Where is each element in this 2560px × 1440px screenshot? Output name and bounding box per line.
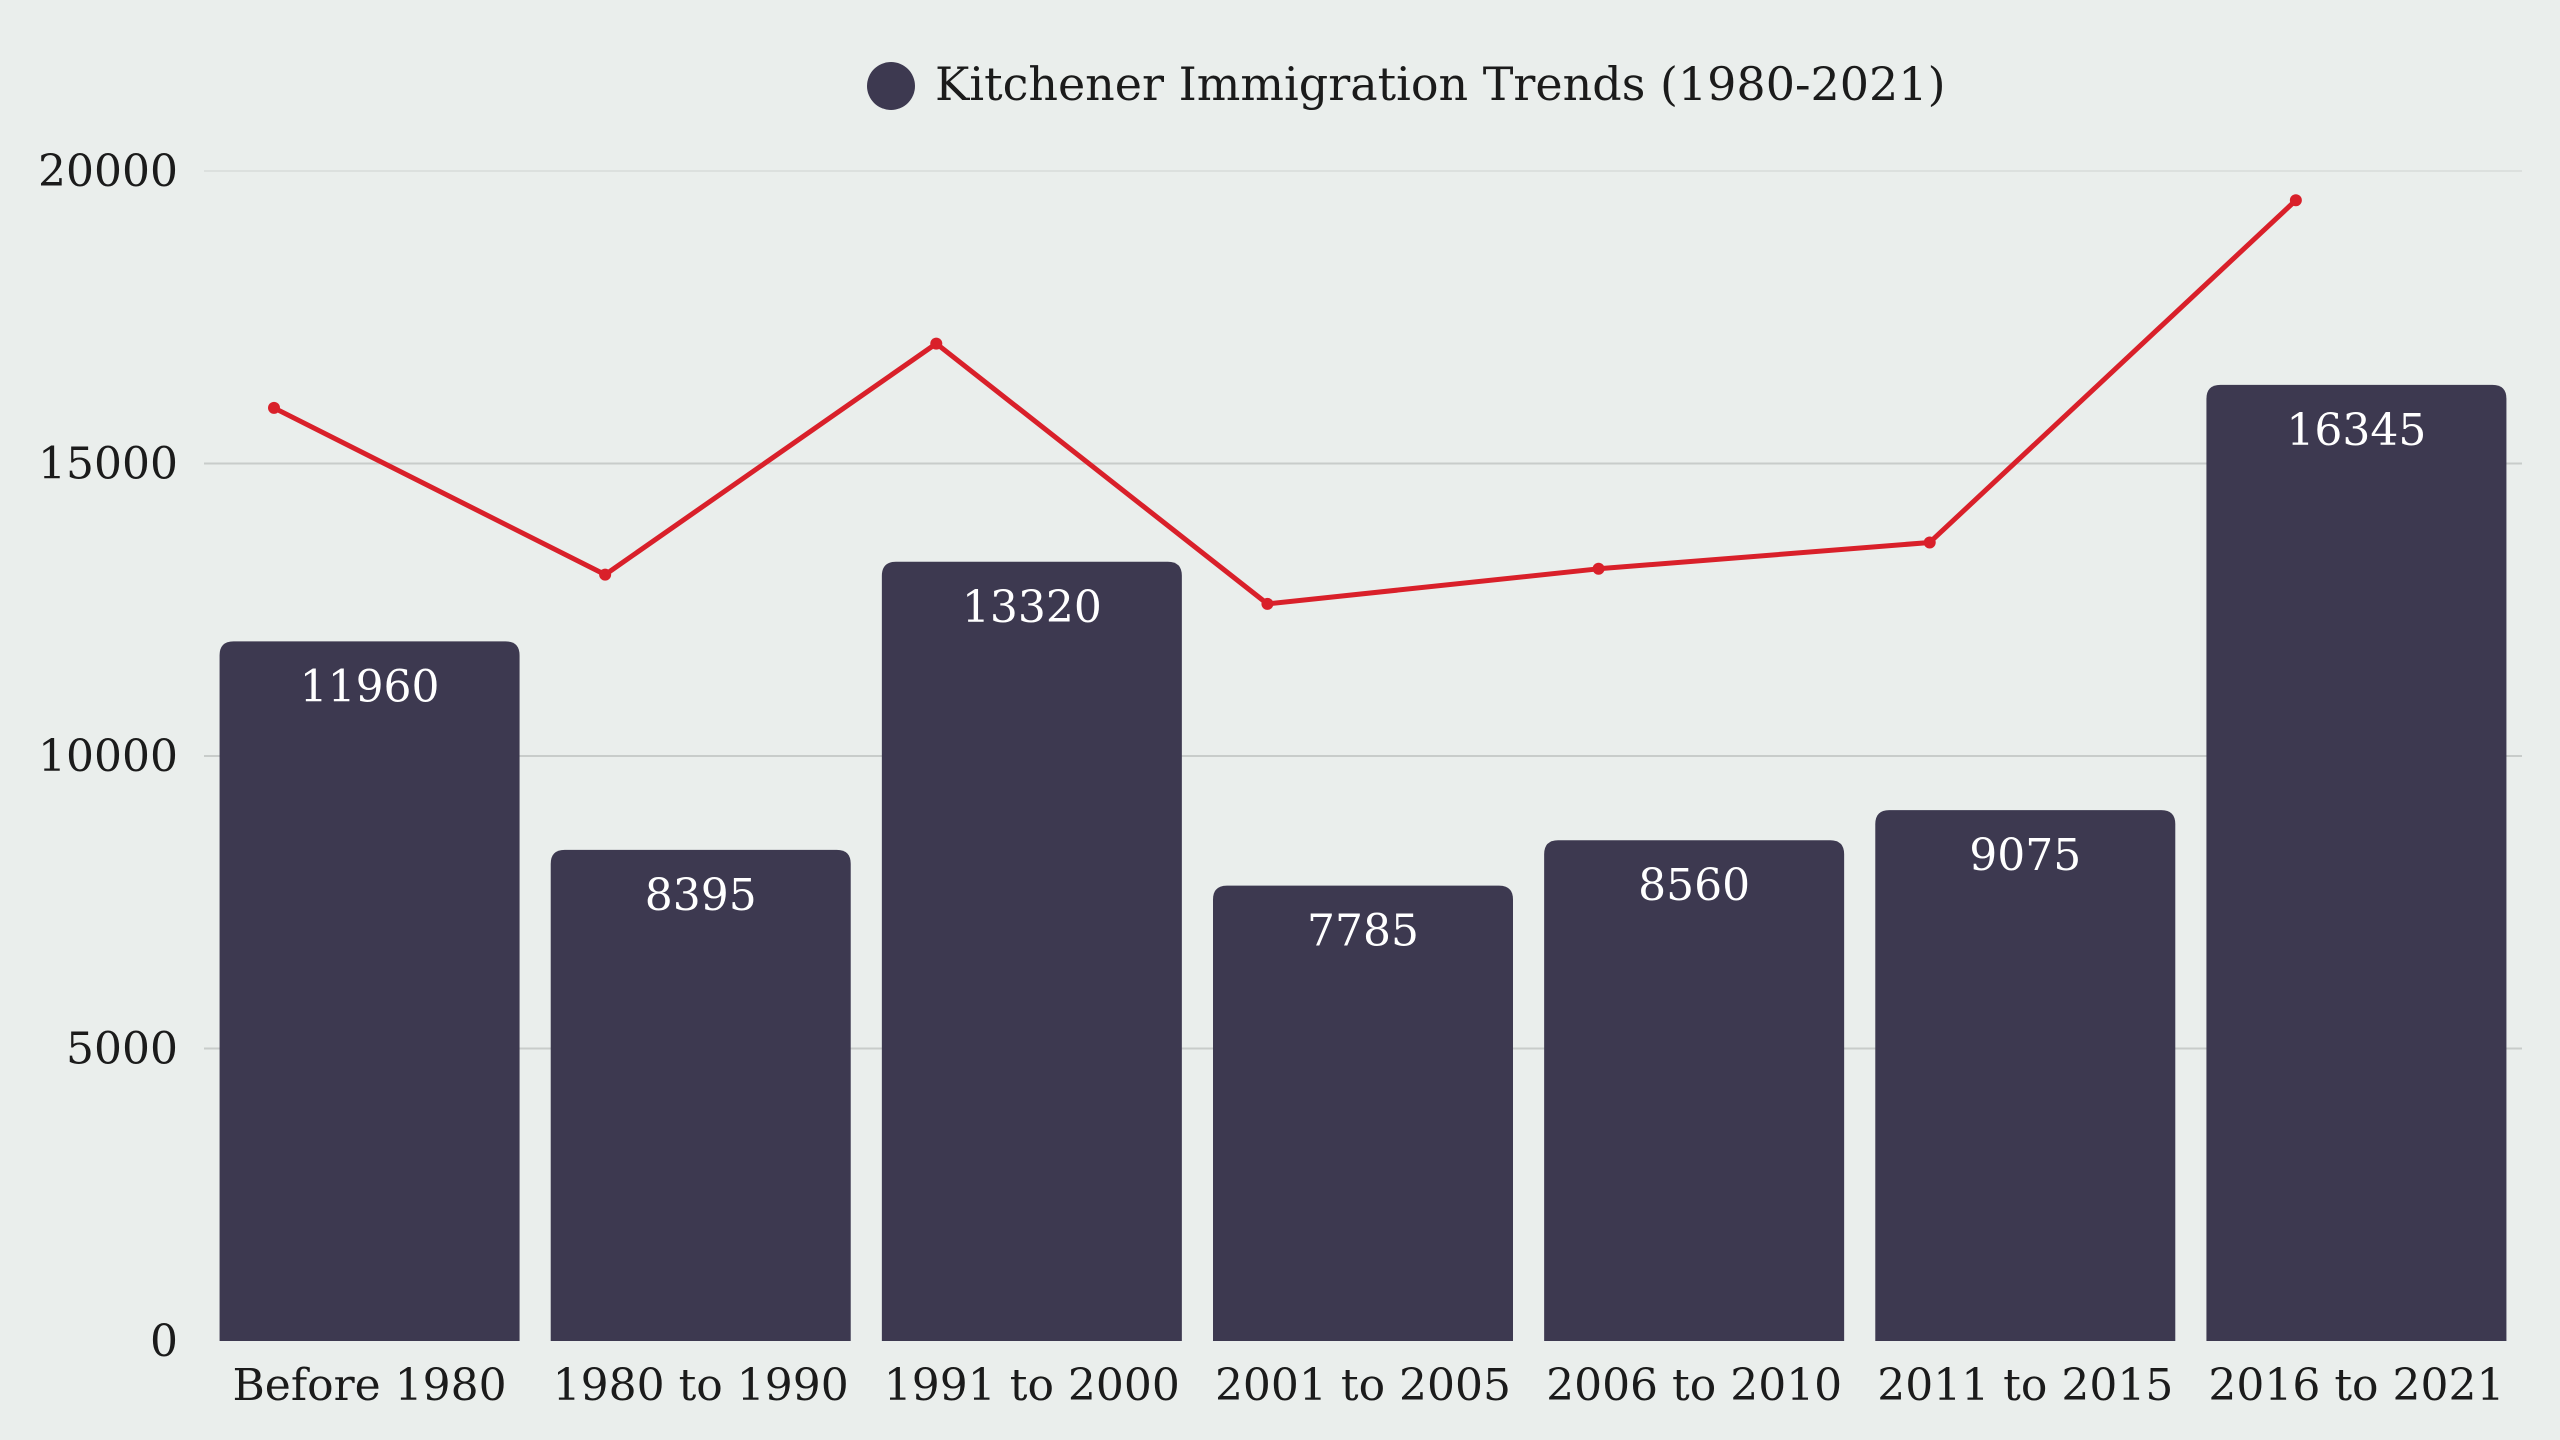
bar bbox=[2206, 384, 2507, 1341]
bar bbox=[881, 561, 1182, 1341]
line-point bbox=[2289, 194, 2302, 207]
y-tick-label: 5000 bbox=[66, 1024, 178, 1075]
y-tick-label: 10000 bbox=[38, 731, 178, 782]
bar bbox=[1544, 840, 1845, 1341]
bar-value-label: 8395 bbox=[645, 870, 757, 921]
bar bbox=[1213, 885, 1513, 1341]
x-tick-label: 2001 to 2005 bbox=[1215, 1360, 1511, 1411]
y-tick-label: 20000 bbox=[38, 146, 178, 197]
bar bbox=[1875, 810, 2176, 1341]
bar-value-label: 13320 bbox=[962, 582, 1102, 633]
legend: Kitchener Immigration Trends (1980-2021) bbox=[867, 57, 1946, 111]
line-point bbox=[1923, 536, 1936, 549]
bar-value-label: 8560 bbox=[1638, 860, 1750, 911]
x-tick-label: 1980 to 1990 bbox=[553, 1360, 849, 1411]
line-point bbox=[1261, 597, 1274, 610]
x-tick-label: 2011 to 2015 bbox=[1877, 1360, 2173, 1411]
bar bbox=[550, 849, 851, 1341]
legend-swatch bbox=[867, 62, 915, 110]
bar-value-label: 7785 bbox=[1307, 906, 1419, 957]
x-tick-label: Before 1980 bbox=[232, 1360, 506, 1411]
x-tick-label: 2016 to 2021 bbox=[2208, 1360, 2504, 1411]
y-tick-label: 0 bbox=[150, 1316, 178, 1367]
bar-value-label: 9075 bbox=[1969, 830, 2081, 881]
bar-value-label: 11960 bbox=[300, 661, 440, 712]
x-tick-label: 1991 to 2000 bbox=[884, 1360, 1180, 1411]
bars: 11960 8395 13320 7785 8560 9075 16345 bbox=[219, 384, 2507, 1341]
y-tick-label: 15000 bbox=[38, 439, 178, 490]
bar-value-label: 16345 bbox=[2286, 405, 2426, 456]
legend-label: Kitchener Immigration Trends (1980-2021) bbox=[935, 57, 1946, 111]
line-point bbox=[268, 401, 280, 414]
bar bbox=[219, 641, 520, 1341]
x-tick-label: 2006 to 2010 bbox=[1546, 1360, 1842, 1411]
y-axis: 0 5000 10000 15000 20000 bbox=[38, 146, 178, 1367]
line-series bbox=[272, 198, 2298, 607]
x-axis: Before 1980 1980 to 1990 1991 to 2000 2001 … bbox=[232, 1360, 2504, 1411]
line-point bbox=[930, 337, 943, 350]
line-point bbox=[599, 568, 612, 581]
line-point bbox=[1592, 562, 1605, 575]
trend-line bbox=[268, 194, 2302, 610]
